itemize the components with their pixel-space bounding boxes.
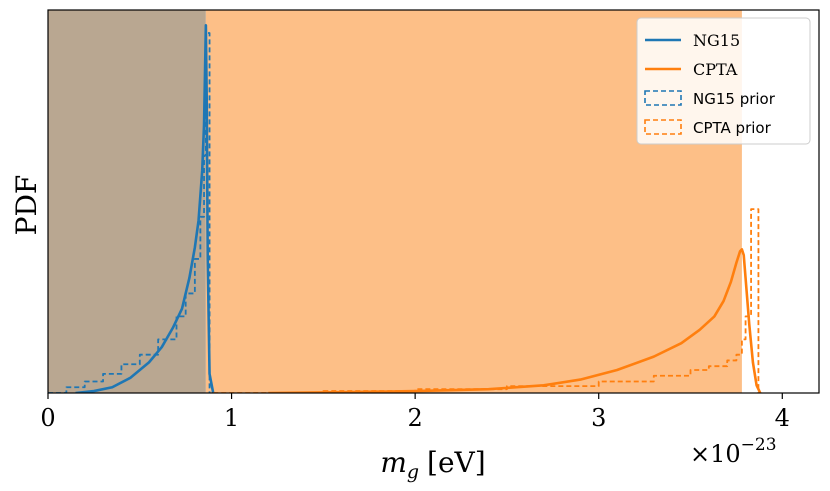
x-axis-offset-exponent: −23 bbox=[741, 435, 777, 455]
series-line-3 bbox=[213, 208, 760, 393]
x-tick-label-3: 3 bbox=[591, 404, 606, 432]
x-axis-ticks: 0 1 2 3 4 bbox=[40, 393, 790, 432]
series-line-0 bbox=[75, 24, 215, 393]
x-axis-label: mg [eV] bbox=[380, 446, 485, 483]
legend-label-3: CPTA prior bbox=[693, 119, 772, 137]
legend-label-2: NG15 prior bbox=[693, 90, 776, 108]
plot-frame bbox=[47, 9, 820, 394]
legend: NG15 CPTA NG15 prior CPTA prior bbox=[636, 17, 811, 145]
x-tick-label-4: 4 bbox=[775, 404, 790, 432]
x-tick-label-0: 0 bbox=[40, 404, 55, 432]
legend-items: NG15 CPTA NG15 prior CPTA prior bbox=[644, 31, 776, 137]
legend-frame bbox=[636, 17, 811, 145]
series-lines bbox=[48, 24, 762, 393]
x-axis-offset-base: ×10 bbox=[690, 440, 741, 468]
x-axis-label-main: m bbox=[380, 446, 407, 479]
x-axis-label-sub: g bbox=[407, 461, 419, 483]
series-line-2 bbox=[48, 32, 211, 393]
series-line-1 bbox=[268, 248, 762, 393]
x-tick-label-2: 2 bbox=[408, 404, 423, 432]
y-axis-label: PDF bbox=[10, 175, 43, 236]
legend-label-0: NG15 bbox=[693, 31, 740, 50]
x-axis-offset: ×10−23 bbox=[690, 435, 777, 468]
shaded-region-0 bbox=[48, 10, 206, 393]
legend-label-1: CPTA bbox=[693, 60, 738, 79]
x-tick-label-1: 1 bbox=[224, 404, 239, 432]
x-axis-label-unit: [eV] bbox=[427, 446, 486, 479]
legend-swatch-2 bbox=[644, 90, 682, 106]
legend-swatch-3 bbox=[644, 119, 682, 135]
